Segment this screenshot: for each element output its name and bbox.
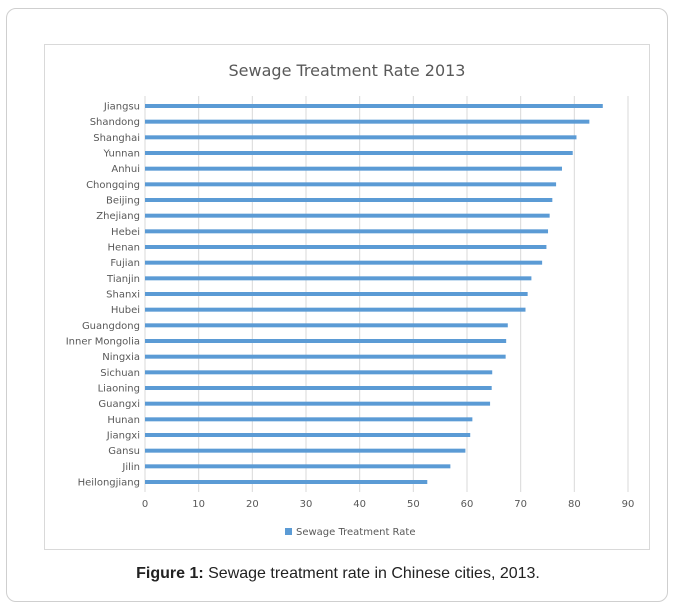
chart-panel: Sewage Treatment Rate 2013 Jiangsu Shando… — [44, 44, 650, 550]
bar — [145, 260, 543, 265]
category-label: Guangdong — [82, 321, 140, 332]
category-label: Heilongjiang — [78, 478, 140, 489]
x-tick-label: 20 — [246, 499, 259, 510]
x-tick-labels: 0 10 20 30 40 50 60 70 80 90 — [142, 499, 635, 510]
bar — [145, 401, 491, 406]
bar — [145, 104, 603, 108]
category-label: Tianjin — [106, 274, 140, 285]
x-tick-label: 40 — [353, 499, 366, 510]
category-label: Jilin — [121, 462, 140, 473]
bar — [145, 182, 557, 187]
bar — [145, 386, 492, 390]
bars — [145, 104, 603, 484]
category-label: Anhui — [111, 164, 140, 175]
category-label: Hebei — [111, 227, 140, 238]
x-tick-label: 70 — [514, 499, 527, 510]
category-label: Hunan — [107, 415, 140, 426]
bar — [145, 245, 547, 249]
category-label: Hubei — [111, 305, 140, 316]
category-label: Beijing — [106, 196, 140, 207]
category-labels: Jiangsu Shandong Shanghai Yunnan Anhui Chongq… — [66, 102, 140, 489]
bar — [145, 464, 451, 469]
bar — [145, 292, 528, 296]
bar — [145, 448, 466, 453]
chart-title: Sewage Treatment Rate 2013 — [229, 61, 466, 80]
x-tick-label: 60 — [461, 499, 474, 510]
x-tick-label: 30 — [300, 499, 313, 510]
bar — [145, 480, 428, 484]
category-label: Shanxi — [106, 290, 140, 301]
category-label: Jiangsu — [103, 102, 140, 113]
category-label: Shandong — [90, 117, 140, 128]
bar — [145, 354, 506, 359]
caption-label: Figure 1: — [136, 565, 204, 582]
bar — [145, 135, 577, 140]
gridlines — [144, 96, 629, 492]
bar — [145, 323, 508, 328]
category-label: Shanghai — [93, 133, 140, 144]
category-label: Inner Mongolia — [66, 337, 140, 348]
bar — [145, 417, 473, 422]
x-tick-label: 50 — [407, 499, 420, 510]
caption-text: Sewage treatment rate in Chinese cities,… — [203, 565, 540, 582]
category-label: Sichuan — [100, 368, 140, 379]
bar — [145, 370, 493, 375]
category-label: Guangxi — [98, 399, 140, 410]
x-tick-label: 10 — [192, 499, 205, 510]
bar — [145, 307, 526, 312]
x-tick-label: 90 — [622, 499, 635, 510]
category-label: Liaoning — [98, 384, 140, 395]
legend-label: Sewage Treatment Rate — [296, 527, 415, 538]
legend-swatch — [285, 528, 292, 535]
category-label: Gansu — [108, 446, 140, 457]
bar — [145, 213, 550, 218]
bar — [145, 166, 562, 171]
category-label: Zhejiang — [96, 211, 140, 222]
bar — [145, 119, 590, 124]
bar-chart: Sewage Treatment Rate 2013 Jiangsu Shando… — [66, 61, 635, 538]
x-tick-label: 0 — [142, 499, 148, 510]
x-tick-label: 80 — [568, 499, 581, 510]
bar — [145, 276, 532, 281]
bar — [145, 198, 553, 202]
category-label: Jiangxi — [106, 431, 140, 442]
category-label: Ningxia — [102, 352, 140, 363]
category-label: Chongqing — [86, 180, 140, 191]
category-label: Yunnan — [103, 149, 140, 160]
bar — [145, 151, 573, 155]
category-label: Henan — [108, 243, 140, 254]
bar — [145, 339, 507, 343]
bar — [145, 433, 471, 437]
category-label: Fujian — [110, 258, 140, 269]
legend: Sewage Treatment Rate — [285, 527, 415, 538]
bar — [145, 229, 549, 234]
figure-caption: Figure 1: Sewage treatment rate in Chine… — [0, 565, 676, 583]
